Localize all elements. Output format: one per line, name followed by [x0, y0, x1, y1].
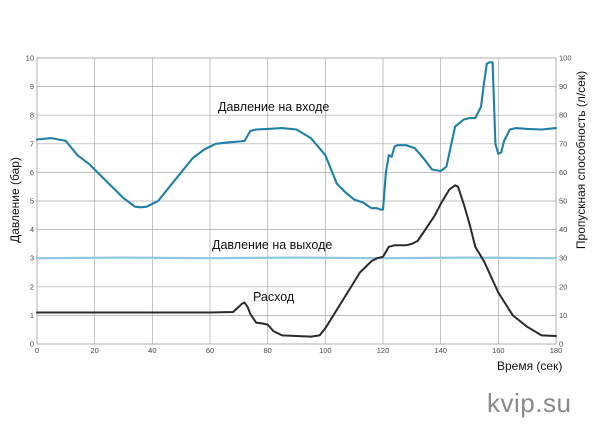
inlet-pressure-line	[35, 61, 558, 211]
y-tick-label-right: 90	[559, 82, 567, 91]
y-tick-label-right: 20	[559, 282, 567, 291]
y-tick-label-left: 3	[30, 254, 34, 263]
x-axis-title: Время (сек)	[497, 359, 562, 373]
flow-line	[36, 184, 557, 338]
y-tick-label-right: 30	[559, 254, 567, 263]
y-tick-label-left: 10	[26, 54, 34, 63]
series-layer	[35, 61, 558, 338]
x-tick-label: 20	[90, 346, 98, 355]
x-tick-label: 0	[35, 346, 39, 355]
x-tick-label: 180	[550, 346, 563, 355]
annotation-inlet-pressure: Давление на входе	[218, 100, 329, 114]
y-tick-label-right: 70	[559, 139, 567, 148]
y-tick-label-left: 7	[30, 139, 34, 148]
annotation-outlet-pressure: Давление на выходе	[212, 238, 332, 252]
grid	[36, 57, 557, 345]
y-tick-label-right: 0	[559, 340, 563, 349]
y-tick-label-left: 2	[30, 282, 34, 291]
y-axis-left-title: Давление (бар)	[8, 157, 22, 243]
x-tick-label: 60	[206, 346, 214, 355]
y-tick-label-right: 50	[559, 197, 567, 206]
y-tick-label-left: 5	[30, 197, 34, 206]
x-tick-label: 120	[377, 346, 390, 355]
y-tick-label-right: 40	[559, 225, 567, 234]
x-tick-label: 80	[263, 346, 271, 355]
x-tick-label: 40	[148, 346, 156, 355]
y-tick-label-right: 100	[559, 54, 572, 63]
y-tick-label-left: 0	[30, 340, 34, 349]
y-tick-label-left: 6	[30, 168, 34, 177]
x-tick-label: 160	[492, 346, 505, 355]
y-tick-label-left: 4	[30, 225, 34, 234]
y-tick-label-left: 1	[30, 311, 34, 320]
y-tick-label-left: 9	[30, 82, 34, 91]
y-axis-right-title: Пропускная способность (л/сек)	[574, 71, 588, 249]
annotation-flow: Расход	[253, 290, 295, 304]
y-tick-label-left: 8	[30, 111, 34, 120]
y-tick-label-right: 10	[559, 311, 567, 320]
x-tick-label: 100	[319, 346, 332, 355]
outlet-pressure-line	[35, 256, 558, 260]
x-tick-label: 140	[434, 346, 447, 355]
y-tick-label-right: 60	[559, 168, 567, 177]
watermark-logo: kvip.su	[487, 388, 572, 418]
y-tick-label-right: 80	[559, 111, 567, 120]
